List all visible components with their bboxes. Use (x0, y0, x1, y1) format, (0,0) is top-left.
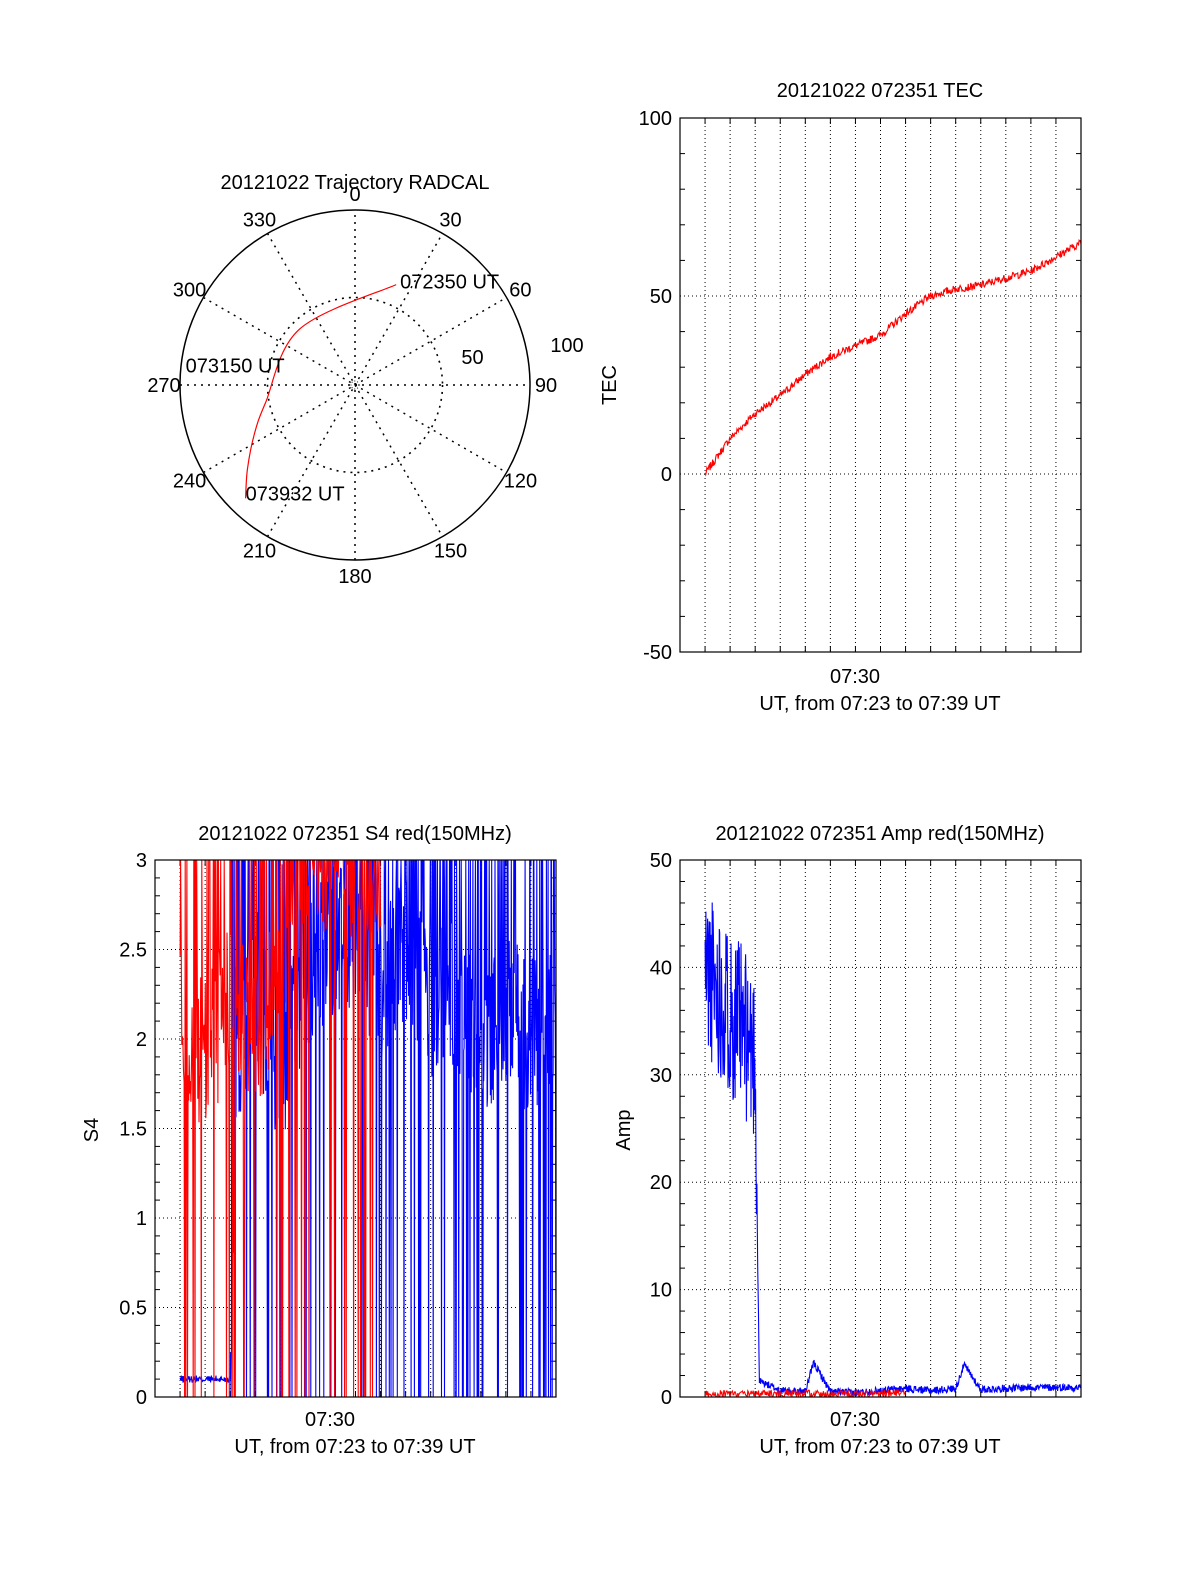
y-tick-label: 100 (639, 108, 672, 130)
y-tick-label: 0 (661, 1387, 672, 1409)
y-tick-label: 30 (650, 1065, 672, 1087)
amp-ylabel: Amp (613, 1109, 635, 1150)
amp-plot-area: 0 10 20 30 40 50 (650, 850, 1082, 1409)
tec-xlabel: UT, from 07:23 to 07:39 UT (759, 693, 1000, 715)
trajectory-time-annotation: 073932 UT (246, 483, 345, 505)
polar-azimuth-label: 30 (439, 210, 461, 232)
polar-azimuth-label: 150 (434, 540, 467, 562)
polar-ring-label: 50 (461, 347, 483, 369)
polar-azimuth-label: 180 (338, 566, 371, 588)
y-tick-label: 1.5 (119, 1119, 147, 1141)
red-series-line (704, 238, 1081, 477)
amp-xtick-label: 07:30 (830, 1409, 880, 1431)
s4-title: 20121022 072351 S4 red(150MHz) (198, 823, 512, 845)
y-tick-label: 1 (136, 1208, 147, 1230)
polar-spoke (266, 233, 444, 537)
y-tick-label: 40 (650, 957, 672, 979)
polar-azimuth-label: 60 (509, 280, 531, 302)
y-tick-label: 3 (136, 850, 147, 872)
s4-xtick-label: 07:30 (305, 1409, 355, 1431)
amp-title: 20121022 072351 Amp red(150MHz) (715, 823, 1044, 845)
series-group (704, 238, 1081, 477)
y-tick-label: 50 (650, 850, 672, 872)
s4-xlabel: UT, from 07:23 to 07:39 UT (234, 1436, 475, 1458)
polar-azimuth-label: 0 (349, 184, 360, 206)
y-tick-label: 0.5 (119, 1298, 147, 1320)
trajectory-panel: 20121022 Trajectory RADCAL 0 30 60 90 120 150… (147, 172, 583, 588)
y-tick-label: -50 (643, 642, 672, 664)
amp-panel: 20121022 072351 Amp red(150MHz) 0 10 20 30 4… (613, 823, 1082, 1458)
y-tick-label: 2 (136, 1029, 147, 1051)
blue-series-line (179, 860, 556, 1397)
trajectory-time-annotation: 072350 UT (400, 272, 499, 294)
trajectory-line (244, 284, 397, 499)
polar-series (244, 284, 397, 499)
y-tick-label: 10 (650, 1280, 672, 1302)
polar-annotations: 072350 UT 073150 UT 073932 UT (186, 272, 499, 506)
tec-plot-area: -50 0 50 100 (639, 108, 1082, 664)
s4-ylabel: S4 (81, 1118, 103, 1142)
tec-ylabel: TEC (599, 365, 621, 405)
red-series-line (179, 860, 382, 1397)
red-series-line (704, 1388, 906, 1397)
y-tick-label: 0 (661, 464, 672, 486)
polar-azimuth-label: 300 (173, 280, 206, 302)
y-tick-label: 20 (650, 1172, 672, 1194)
polar-grid (179, 209, 531, 561)
polar-azimuth-label: 330 (243, 210, 276, 232)
tec-xtick-label: 07:30 (830, 666, 880, 688)
s4-plot-area: 0 0.5 1 1.5 2 2.5 3 (119, 850, 557, 1409)
polar-ring-label: 100 (550, 335, 583, 357)
amp-xlabel: UT, from 07:23 to 07:39 UT (759, 1436, 1000, 1458)
polar-azimuth-label: 90 (535, 375, 557, 397)
plot-frame (679, 117, 1082, 653)
y-tick-label: 2.5 (119, 940, 147, 962)
plot-frame (154, 859, 557, 1398)
polar-azimuth-labels: 0 30 60 90 120 150 180 210 240 270 300 330 50 100 (147, 184, 583, 588)
y-tick-label: 50 (650, 286, 672, 308)
polar-center-ring (350, 380, 360, 390)
tec-title: 20121022 072351 TEC (777, 80, 983, 102)
blue-series-line (704, 902, 1081, 1397)
trajectory-time-annotation: 073150 UT (186, 355, 285, 377)
polar-azimuth-label: 240 (173, 471, 206, 493)
polar-azimuth-label: 210 (243, 540, 276, 562)
polar-ring (266, 296, 444, 474)
series-group (179, 860, 556, 1397)
plot-frame (679, 859, 1082, 1398)
trajectory-title: 20121022 Trajectory RADCAL (220, 172, 489, 194)
polar-azimuth-label: 270 (147, 375, 180, 397)
y-tick-label: 0 (136, 1387, 147, 1409)
s4-panel: 20121022 072351 S4 red(150MHz) 0 0.5 1 1.5 2… (81, 823, 557, 1458)
polar-azimuth-label: 120 (504, 471, 537, 493)
series-group (704, 902, 1081, 1397)
